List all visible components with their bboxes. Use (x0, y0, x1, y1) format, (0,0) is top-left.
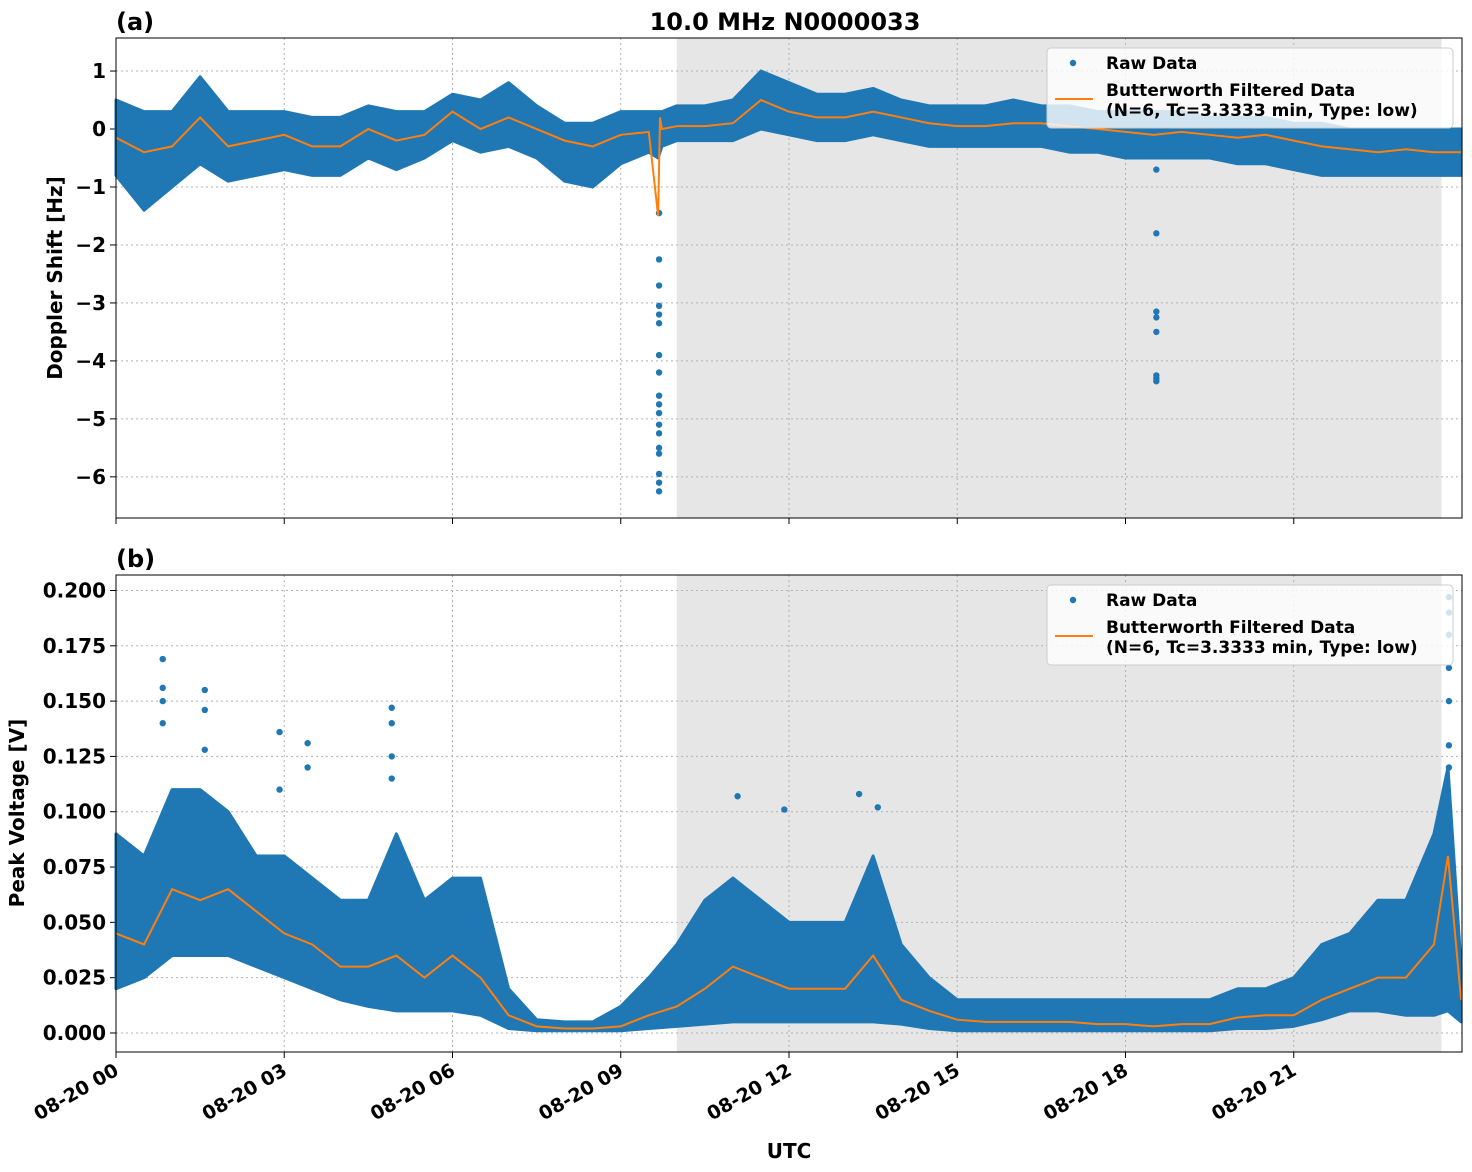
filtered-data-line (115, 855, 1463, 1030)
raw-data-point (655, 369, 663, 376)
y-tick-label: 0.200 (43, 578, 106, 602)
panel-a-label: (a) (116, 8, 154, 36)
x-tick-label: 08-20 00 (30, 1059, 122, 1125)
y-tick-label: −2 (75, 233, 106, 257)
legend: Raw Data Butterworth Filtered Data(N=6, T… (1046, 584, 1454, 666)
y-axis-label-a: Doppler Shift [Hz] (43, 176, 67, 380)
raw-data-point (1153, 308, 1160, 315)
y-tick-label: −1 (75, 175, 106, 199)
raw-data-point (855, 790, 863, 798)
raw-data-point (1153, 166, 1160, 173)
raw-data-point (874, 804, 881, 811)
x-tick-label: 08-20 09 (535, 1059, 627, 1125)
raw-data-point (1153, 314, 1160, 321)
filtered-data-line (115, 98, 1462, 217)
legend-raw-label: Raw Data (1106, 591, 1197, 611)
raw-data-point (304, 764, 311, 771)
raw-data-point (1445, 664, 1453, 672)
axes-frame (115, 574, 1463, 1053)
raw-data-point (655, 450, 663, 457)
raw-data-point (201, 746, 208, 753)
legend-raw-marker (1069, 596, 1077, 604)
y-tick-label: 0.075 (43, 855, 106, 879)
raw-data-band (114, 69, 1463, 212)
legend-box (1046, 47, 1454, 129)
legend-raw-label: Raw Data (1106, 54, 1197, 74)
panel-b-label: (b) (116, 545, 155, 573)
raw-data-point (734, 793, 741, 800)
raw-data-point (655, 479, 663, 486)
raw-data-point (276, 728, 283, 736)
raw-data-point (388, 704, 395, 711)
y-tick-label: 1 (92, 59, 106, 83)
legend-filtered-label: Butterworth Filtered Data (1106, 618, 1355, 638)
x-tick-label: 08-20 03 (198, 1059, 290, 1125)
raw-data-point (1153, 328, 1160, 336)
y-tick-label: 0.025 (43, 966, 106, 990)
y-tick-label: 0.000 (43, 1021, 106, 1045)
raw-data-point (388, 775, 395, 782)
y-tick-label: 0 (92, 117, 106, 141)
y-tick-label: −4 (75, 349, 106, 373)
raw-data-point (781, 806, 788, 813)
x-tick-label: 08-20 15 (871, 1059, 963, 1125)
raw-data-point (655, 470, 663, 478)
panel-a: 1 0 −1 −2 −3 −4 −5 −6 Raw Data Butterworth Filter… (75, 37, 1463, 524)
y-tick-label: −5 (75, 407, 106, 431)
y-tick-label: 0.050 (43, 910, 106, 934)
y-tick-label: 0.150 (43, 689, 106, 713)
raw-data-point (655, 256, 663, 263)
raw-data-point (159, 697, 166, 705)
raw-data-point (1153, 377, 1160, 385)
legend-box (1046, 584, 1454, 666)
x-tick-label: 08-20 06 (367, 1059, 459, 1125)
raw-data-point (159, 655, 166, 663)
raw-data-point (1445, 697, 1453, 705)
x-tick-label: 08-20 21 (1208, 1059, 1300, 1125)
raw-data-point (201, 706, 208, 714)
raw-data-point (304, 739, 311, 747)
raw-data-point (655, 320, 663, 327)
y-tick-label: 0.100 (43, 800, 106, 824)
raw-data-point (1153, 230, 1160, 237)
raw-data-point (388, 753, 395, 760)
x-axis-label: UTC (767, 1139, 812, 1163)
raw-data-point (1445, 764, 1453, 771)
panel-b: 08-20 00 08-20 03 08-20 06 08-20 09 08-20 12… (30, 574, 1463, 1125)
raw-data-point (159, 720, 166, 727)
raw-data-point (655, 488, 663, 495)
y-tick-label: 0.175 (43, 634, 106, 658)
axes-frame (115, 37, 1463, 519)
raw-data-point (388, 720, 395, 727)
raw-data-point (655, 311, 663, 318)
legend-filtered-label: Butterworth Filtered Data (1106, 81, 1355, 101)
legend-raw-marker (1069, 59, 1077, 67)
raw-data-point (655, 282, 663, 289)
raw-data-point (655, 430, 663, 437)
raw-data-point (276, 786, 283, 793)
raw-data-point (655, 421, 663, 428)
raw-data-point (655, 409, 663, 417)
raw-data-point (655, 392, 663, 399)
x-tick-label: 08-20 12 (703, 1059, 795, 1125)
legend: Raw Data Butterworth Filtered Data(N=6, T… (1046, 47, 1454, 129)
raw-data-point (655, 444, 663, 452)
y-axis-label-b: Peak Voltage [V] (5, 719, 29, 908)
y-tick-label: 0.125 (43, 744, 106, 768)
raw-data-point (201, 686, 208, 694)
raw-data-point (1445, 742, 1453, 749)
x-tick-label: 08-20 18 (1040, 1059, 1132, 1125)
y-tick-label: −3 (75, 291, 106, 315)
chart-title: 10.0 MHz N0000033 (650, 8, 921, 36)
y-tick-label: −6 (75, 465, 106, 489)
raw-data-point (159, 684, 166, 692)
legend-filtered-label: (N=6, Tc=3.3333 min, Type: low) (1106, 638, 1418, 658)
legend-filtered-label: (N=6, Tc=3.3333 min, Type: low) (1106, 101, 1418, 121)
raw-data-point (655, 351, 663, 359)
raw-data-point (655, 401, 663, 408)
raw-data-point (655, 302, 663, 310)
raw-data-band (114, 765, 1463, 1033)
